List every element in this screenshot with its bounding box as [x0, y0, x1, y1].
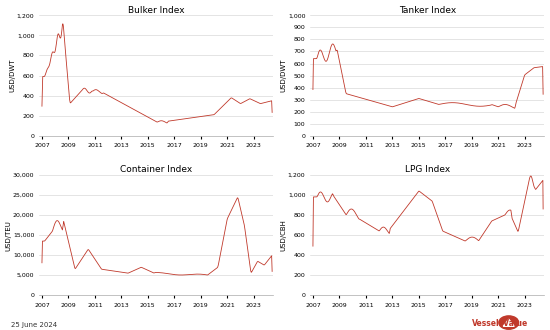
Title: Bulker Index: Bulker Index	[128, 6, 185, 15]
Text: 25 June 2024: 25 June 2024	[11, 322, 57, 328]
Polygon shape	[503, 319, 514, 326]
Text: VesselsValue: VesselsValue	[472, 319, 528, 328]
Y-axis label: USD/DWT: USD/DWT	[9, 59, 15, 92]
Circle shape	[499, 316, 519, 329]
Title: LPG Index: LPG Index	[405, 165, 450, 174]
Title: Container Index: Container Index	[120, 165, 192, 174]
Y-axis label: USD/CBH: USD/CBH	[280, 219, 287, 251]
Title: Tanker Index: Tanker Index	[399, 6, 456, 15]
Y-axis label: USD/DWT: USD/DWT	[280, 59, 287, 92]
Y-axis label: USD/TEU: USD/TEU	[6, 220, 12, 250]
